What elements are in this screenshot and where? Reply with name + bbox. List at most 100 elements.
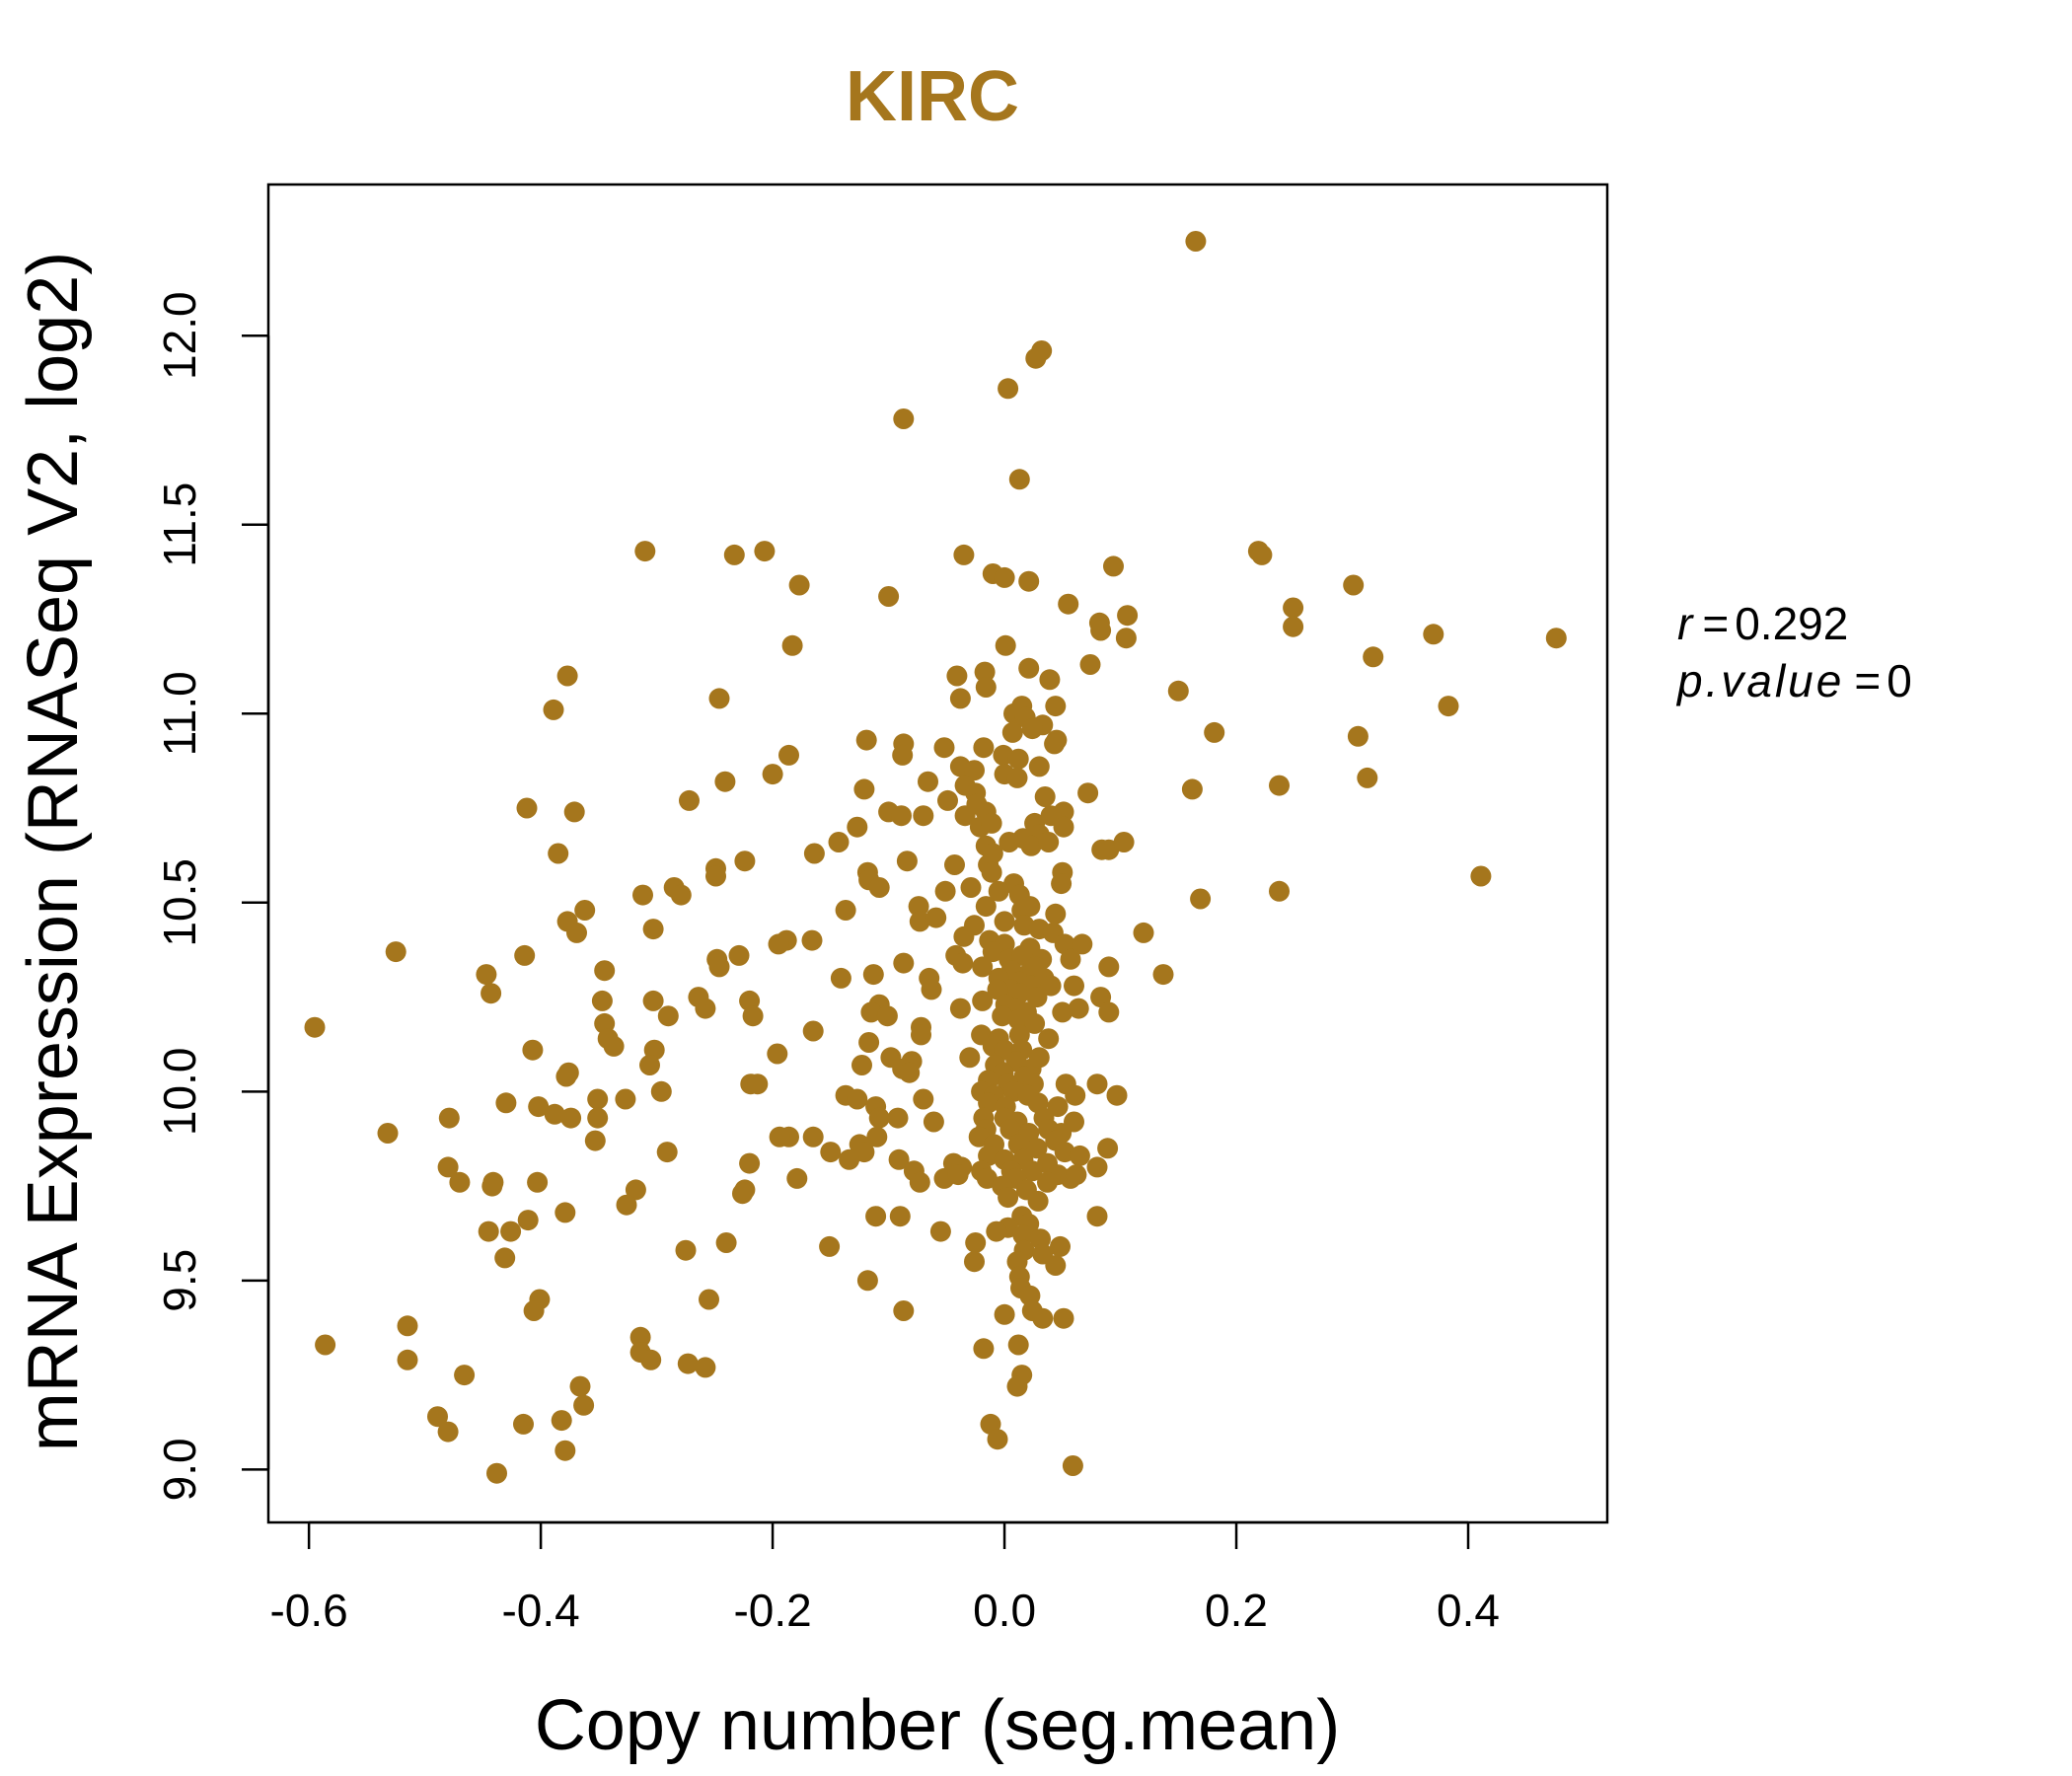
data-point <box>866 1126 888 1147</box>
data-point <box>1357 767 1378 788</box>
data-point <box>1021 718 1043 740</box>
data-point <box>1363 646 1384 668</box>
data-point <box>767 1043 788 1065</box>
p-statistic: p.value = 0 <box>1675 655 1912 706</box>
data-point <box>1106 1084 1128 1106</box>
data-point <box>517 1210 539 1231</box>
data-point <box>839 1148 860 1170</box>
data-point <box>1086 1206 1108 1227</box>
data-point <box>960 877 982 898</box>
data-point <box>1011 944 1033 966</box>
data-point <box>1027 1190 1049 1212</box>
data-point <box>560 1107 582 1129</box>
data-point <box>858 1032 880 1053</box>
data-point <box>949 998 971 1019</box>
data-point <box>1024 1012 1046 1034</box>
data-point <box>587 1088 609 1110</box>
data-point <box>847 1088 868 1110</box>
data-point <box>632 884 653 906</box>
data-point <box>699 1289 719 1310</box>
data-point <box>973 1338 995 1360</box>
data-point <box>1079 654 1101 675</box>
data-point <box>929 1221 951 1242</box>
data-point <box>923 1111 944 1133</box>
data-point <box>888 1148 910 1170</box>
data-point <box>1052 1001 1073 1023</box>
data-point <box>495 1092 517 1114</box>
data-point <box>972 990 994 1011</box>
r-value: 0.292 <box>1735 598 1848 649</box>
data-point <box>899 1062 921 1083</box>
data-point <box>1028 1047 1050 1069</box>
data-point <box>1117 605 1139 627</box>
y-tick-label: 10.5 <box>154 858 205 947</box>
data-point <box>992 1005 1013 1027</box>
data-point <box>1008 469 1030 490</box>
data-point <box>909 911 930 932</box>
data-point <box>679 789 700 811</box>
data-point <box>1045 696 1067 717</box>
data-point <box>974 661 996 683</box>
data-point <box>615 1088 636 1110</box>
data-point <box>1438 696 1459 717</box>
data-point <box>1347 725 1369 747</box>
data-point <box>629 1326 651 1348</box>
data-point <box>481 983 502 1004</box>
data-point <box>994 566 1015 588</box>
data-point <box>933 737 955 759</box>
data-point <box>1038 1028 1060 1050</box>
data-point <box>584 1130 606 1151</box>
data-point <box>438 1107 460 1129</box>
data-point <box>677 1353 699 1374</box>
data-point <box>1470 865 1492 887</box>
data-point <box>494 1247 516 1269</box>
data-point <box>1026 1138 1048 1159</box>
data-point <box>769 1126 790 1147</box>
data-point <box>1072 933 1093 955</box>
data-point <box>1019 896 1041 918</box>
data-point <box>427 1406 448 1428</box>
data-point <box>1051 873 1073 895</box>
data-point <box>913 805 934 827</box>
data-point <box>913 1088 934 1110</box>
data-point <box>1020 835 1042 856</box>
chart-title: KIRC <box>846 57 1019 136</box>
data-point <box>1050 1235 1071 1257</box>
data-point <box>527 1171 549 1193</box>
data-point <box>994 1303 1015 1325</box>
data-point <box>1066 1164 1087 1186</box>
data-point <box>1053 816 1074 838</box>
data-point <box>1040 975 1062 997</box>
data-point <box>803 843 825 864</box>
data-point <box>1006 1375 1028 1397</box>
data-point <box>891 805 912 827</box>
data-point <box>569 1375 591 1397</box>
data-point <box>1167 680 1189 702</box>
data-point <box>1098 956 1120 978</box>
data-point <box>944 854 965 875</box>
data-point <box>555 1202 576 1223</box>
data-point <box>918 771 938 792</box>
data-point <box>513 1413 534 1435</box>
data-point <box>523 1300 545 1321</box>
data-points <box>304 231 1567 1484</box>
data-point <box>1181 778 1203 800</box>
data-point <box>639 1055 660 1075</box>
data-point <box>1038 832 1060 852</box>
data-point <box>1283 597 1304 619</box>
data-point <box>1090 620 1112 641</box>
data-point <box>642 990 664 1011</box>
data-point <box>1423 624 1444 645</box>
data-point <box>994 911 1015 932</box>
data-point <box>896 851 918 872</box>
data-point <box>1045 1255 1067 1276</box>
data-point <box>889 1206 911 1227</box>
x-axis-title: Copy number (seg.mean) <box>535 1686 1340 1765</box>
data-point <box>893 952 915 974</box>
data-point <box>1098 1001 1120 1023</box>
data-point <box>934 880 956 902</box>
plot-frame <box>266 183 1609 1524</box>
data-point <box>397 1349 418 1370</box>
data-point <box>544 1103 565 1125</box>
data-point <box>862 964 884 986</box>
